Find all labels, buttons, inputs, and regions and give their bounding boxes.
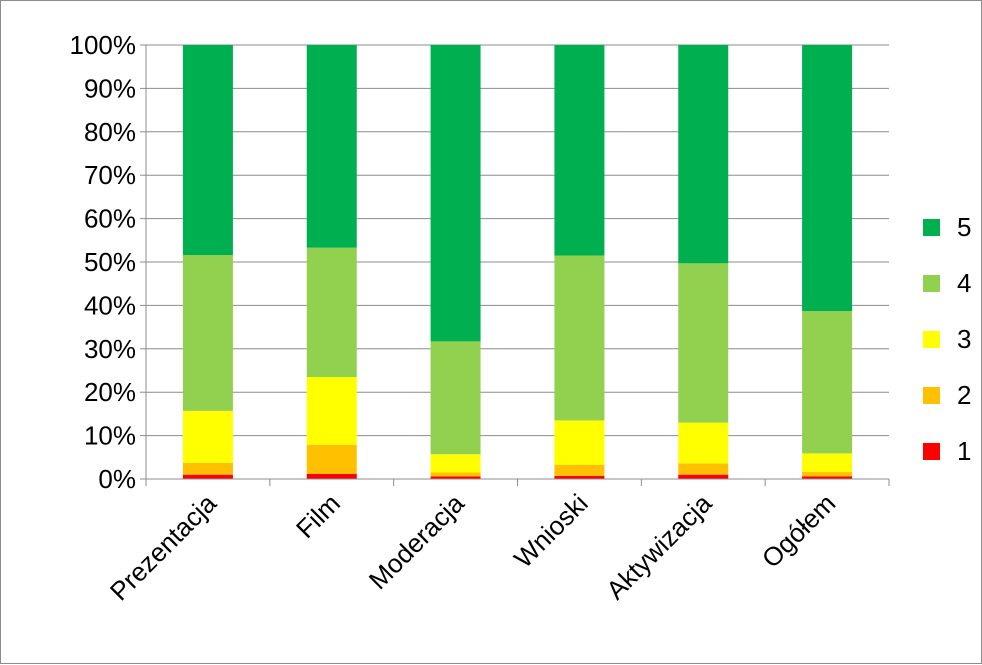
legend-label-1: 1: [957, 436, 971, 466]
bar-segment-2: [802, 472, 853, 477]
bar-segment-1: [306, 473, 357, 479]
y-tick-label: 10%: [84, 421, 136, 451]
x-tick-label: Aktywizacja: [600, 488, 718, 606]
legend-label-5: 5: [957, 212, 971, 242]
bar-segment-2: [678, 463, 729, 475]
y-tick-label: 70%: [84, 160, 136, 190]
bar-segment-2: [306, 444, 357, 474]
legend: 5 4 3 2 1: [923, 212, 971, 466]
bar-segment-5: [306, 45, 357, 248]
y-tick-labels: 0% 10% 20% 30% 40% 50% 60% 70% 80% 90% 100%: [70, 30, 137, 494]
bar-segment-1: [430, 476, 481, 479]
bar-segment-3: [182, 410, 233, 463]
bar-segment-5: [802, 45, 853, 312]
axes: [145, 45, 890, 486]
legend-swatch-2: [923, 387, 940, 404]
y-tick-label: 90%: [84, 73, 136, 103]
bars: [182, 45, 853, 479]
legend-swatch-3: [923, 331, 940, 348]
x-tick-label: Film: [290, 488, 346, 544]
gridlines: [140, 44, 889, 480]
bar-segment-3: [802, 453, 853, 473]
bar-segment-4: [802, 311, 853, 454]
bar-segment-1: [802, 476, 853, 479]
legend-swatch-5: [923, 219, 940, 236]
y-tick-label: 20%: [84, 377, 136, 407]
bar-segment-2: [430, 472, 481, 477]
legend-label-2: 2: [957, 380, 971, 410]
legend-label-4: 4: [957, 268, 971, 298]
y-tick-label: 100%: [70, 30, 137, 60]
y-tick-label: 0%: [98, 464, 136, 494]
bar-segment-1: [182, 474, 233, 479]
bar-segment-3: [430, 454, 481, 473]
x-tick-label: Prezentacja: [104, 488, 223, 607]
bar-segment-4: [554, 255, 605, 421]
x-tick-labels: Prezentacja Film Moderacja Wnioski Aktywizac…: [104, 488, 841, 607]
bar-segment-2: [554, 464, 605, 476]
bar-segment-5: [678, 45, 729, 264]
legend-swatch-4: [923, 275, 940, 292]
bar-segment-3: [678, 422, 729, 464]
bar-segment-4: [678, 263, 729, 423]
legend-swatch-1: [923, 443, 940, 460]
bar-segment-2: [182, 462, 233, 475]
bar-segment-4: [430, 341, 481, 455]
legend-label-3: 3: [957, 324, 971, 354]
bar-segment-1: [678, 474, 729, 479]
bar-segment-5: [430, 45, 481, 342]
y-tick-label: 30%: [84, 334, 136, 364]
y-tick-label: 60%: [84, 204, 136, 234]
bar-segment-3: [554, 420, 605, 465]
y-tick-label: 80%: [84, 117, 136, 147]
bar-segment-5: [554, 45, 605, 256]
bar-segment-4: [182, 255, 233, 411]
x-tick-label: Moderacja: [363, 488, 470, 595]
bar-segment-1: [554, 475, 605, 479]
bar-segment-5: [182, 45, 233, 256]
bar-segment-3: [306, 377, 357, 445]
bar-segment-4: [306, 247, 357, 378]
y-tick-label: 40%: [84, 290, 136, 320]
x-tick-label: Ogółem: [756, 488, 842, 574]
x-tick-label: Wnioski: [508, 488, 594, 574]
y-tick-label: 50%: [84, 247, 136, 277]
